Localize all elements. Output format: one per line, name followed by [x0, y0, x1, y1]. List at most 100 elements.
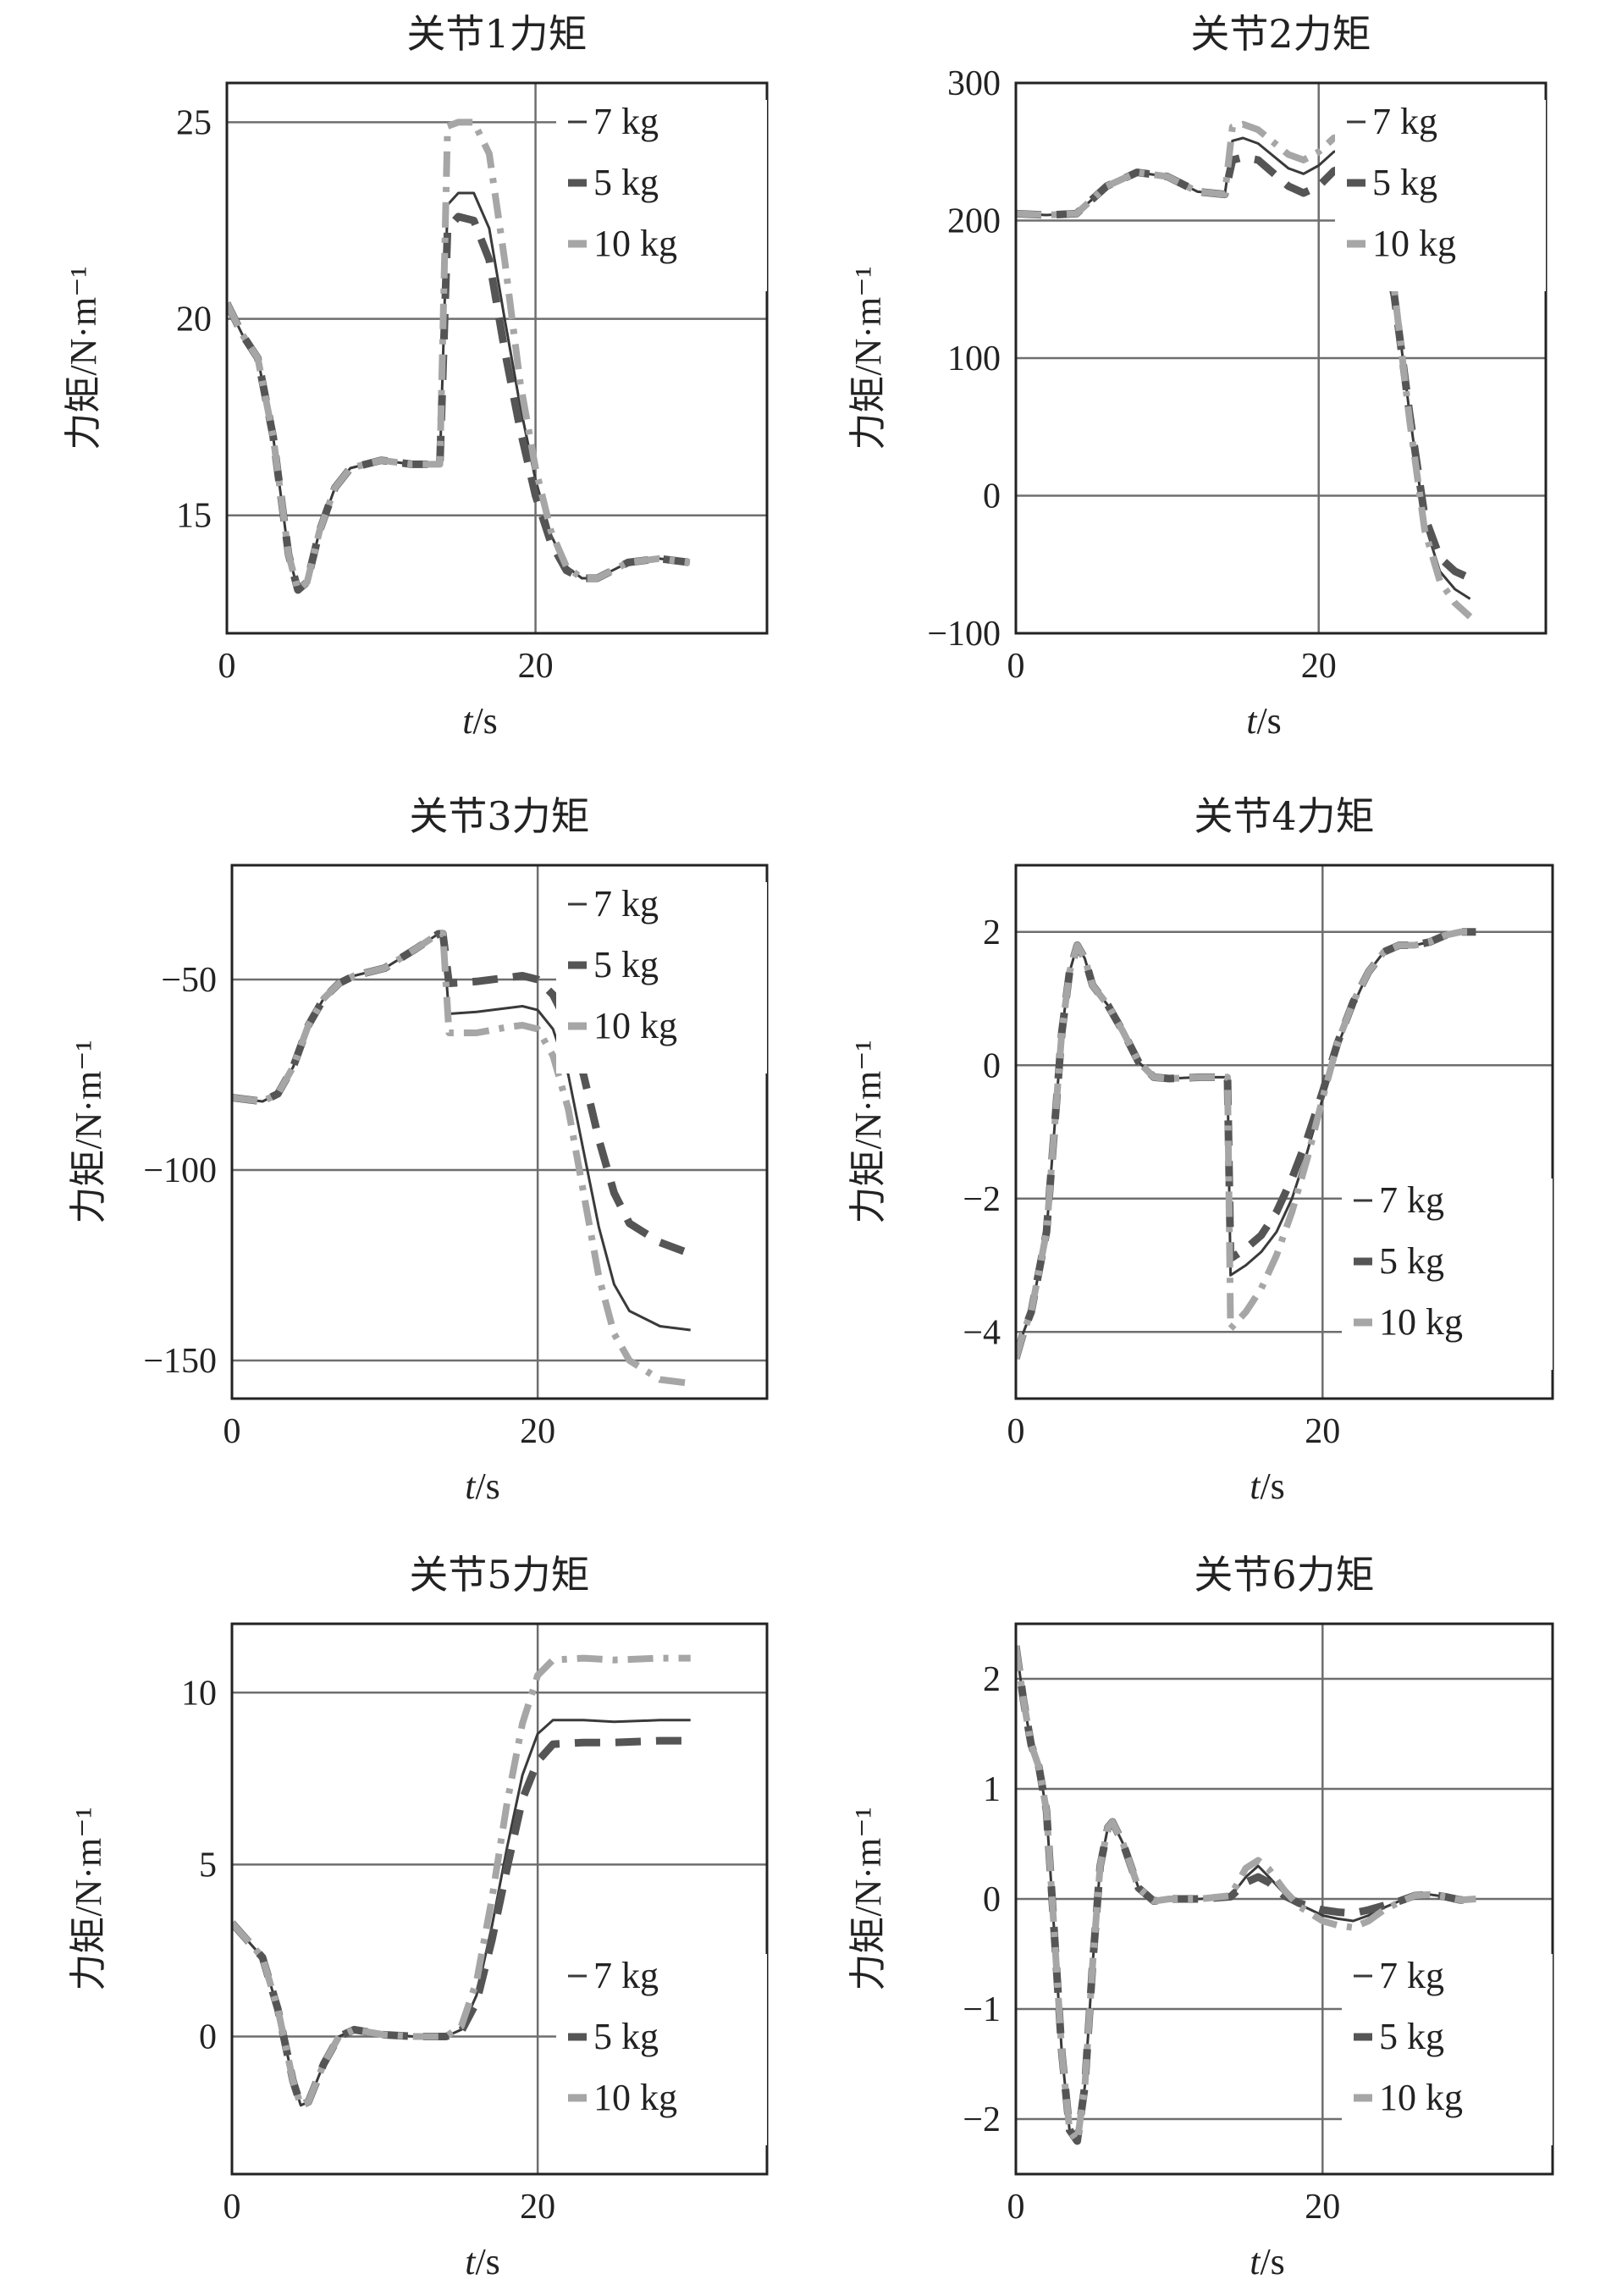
chart-panel-1: 关节1力矩 15 20 25 0 20 t/s 力矩/N·m⁻¹ 7 kg 5 kg 10 kg: [63, 11, 769, 742]
legend-label: 5 kg: [1379, 1240, 1444, 1282]
x-axis-symbol: t: [1250, 2241, 1261, 2282]
y-tick-label: 25: [176, 103, 212, 142]
x-tick-label: 0: [1007, 647, 1025, 686]
legend-label: 5 kg: [593, 944, 659, 985]
chart-title: 关节6力矩: [1194, 1552, 1374, 1598]
y-axis-label: 力矩/N·m⁻¹: [847, 1807, 889, 1990]
x-axis-unit: /s: [1260, 1465, 1284, 1507]
y-tick-label: 10: [181, 1674, 217, 1713]
x-axis-symbol: t: [465, 2241, 477, 2282]
legend-label: 7 kg: [1379, 1955, 1444, 1996]
x-axis-unit: /s: [472, 700, 497, 742]
x-axis-unit: /s: [475, 1465, 499, 1507]
series-line-10kg: [1016, 928, 1476, 1360]
x-tick-label: 0: [1007, 1412, 1025, 1451]
legend-label: 10 kg: [593, 2077, 677, 2118]
series-line-10kg: [227, 119, 691, 593]
x-axis-label: t/s: [465, 2241, 500, 2282]
legend-label: 10 kg: [1379, 1301, 1463, 1343]
x-tick-label: 0: [218, 647, 236, 686]
y-tick-label: 2: [983, 1660, 1001, 1699]
legend-label: 7 kg: [1379, 1179, 1444, 1221]
chart-title: 关节3力矩: [409, 793, 589, 839]
x-tick-label: 20: [1301, 647, 1337, 686]
y-axis-label: 力矩/N·m⁻¹: [68, 1807, 109, 1990]
y-tick-label: 20: [176, 301, 212, 339]
x-axis-unit: /s: [1256, 700, 1281, 742]
x-tick-label: 0: [223, 1412, 241, 1451]
y-tick-label: 200: [947, 202, 1001, 241]
plot-frame: [1014, 1622, 1554, 2176]
legend-label: 7 kg: [593, 101, 659, 142]
legend: 7 kg 5 kg 10 kg: [556, 882, 767, 1073]
x-axis-unit: /s: [475, 2241, 499, 2282]
x-tick-label: 0: [223, 2188, 241, 2227]
chart-title: 关节5力矩: [409, 1552, 589, 1598]
plot-frame: [1014, 864, 1554, 1400]
y-tick-label: 0: [983, 1880, 1001, 1919]
x-tick-label: 20: [520, 2188, 555, 2227]
legend: 7 kg 5 kg 10 kg: [1342, 1954, 1553, 2145]
y-tick-label: −2: [963, 2100, 1001, 2139]
chart-title: 关节1力矩: [406, 11, 587, 57]
legend-label: 5 kg: [1379, 2016, 1444, 2057]
series-line-5kg: [1016, 153, 1472, 582]
y-tick-label: −50: [161, 961, 217, 1000]
legend-label: 5 kg: [1372, 162, 1437, 203]
series-line-10kg: [1016, 120, 1473, 620]
x-tick-label: 20: [518, 647, 554, 686]
chart-title: 关节2力矩: [1190, 11, 1371, 57]
y-tick-label: 300: [947, 64, 1001, 103]
y-tick-label: 1: [983, 1770, 1001, 1809]
legend: 7 kg 5 kg 10 kg: [1342, 1178, 1553, 1370]
x-axis-symbol: t: [465, 1465, 477, 1507]
x-axis-label: t/s: [1246, 700, 1282, 742]
legend-label: 7 kg: [593, 883, 659, 924]
x-tick-label: 20: [520, 1412, 555, 1451]
y-tick-label: 2: [983, 913, 1001, 952]
plot-frame: [230, 1622, 769, 2176]
y-tick-label: −100: [927, 615, 1001, 654]
x-tick-label: 20: [1305, 1412, 1340, 1451]
legend: 7 kg 5 kg 10 kg: [1335, 100, 1546, 291]
legend-label: 10 kg: [593, 223, 677, 264]
legend: 7 kg 5 kg 10 kg: [556, 100, 767, 291]
x-axis-label: t/s: [1250, 1465, 1285, 1507]
legend-label: 7 kg: [593, 1955, 659, 1996]
y-tick-label: 5: [199, 1846, 217, 1885]
y-tick-label: −1: [963, 1990, 1001, 2029]
legend: 7 kg 5 kg 10 kg: [556, 1954, 767, 2145]
y-tick-label: 15: [176, 497, 212, 536]
x-axis-label: t/s: [1250, 2241, 1285, 2282]
legend-label: 5 kg: [593, 2016, 659, 2057]
plot-frame: [1014, 81, 1548, 635]
legend-label: 5 kg: [593, 162, 659, 203]
y-tick-label: 0: [983, 477, 1001, 516]
x-axis-symbol: t: [462, 700, 474, 742]
legend-label: 10 kg: [593, 1005, 677, 1046]
chart-panel-3: 关节3力矩 −150 −100 −50 0 20 t/s 力矩/N·m⁻¹ 7 kg 5 kg 10…: [68, 793, 769, 1507]
y-tick-label: −2: [963, 1180, 1001, 1219]
legend-label: 10 kg: [1379, 2077, 1463, 2118]
y-axis-label: 力矩/N·m⁻¹: [68, 1040, 109, 1223]
y-tick-label: −100: [143, 1151, 217, 1190]
y-tick-label: 100: [947, 339, 1001, 378]
y-tick-label: 0: [983, 1046, 1001, 1085]
x-axis-label: t/s: [465, 1465, 500, 1507]
plot-frame: [230, 864, 769, 1400]
y-tick-label: 0: [199, 2018, 217, 2057]
y-tick-label: −150: [143, 1342, 217, 1381]
x-axis-symbol: t: [1246, 700, 1258, 742]
series-line-5kg: [1016, 1645, 1476, 2145]
y-axis-label: 力矩/N·m⁻¹: [63, 266, 104, 450]
y-axis-label: 力矩/N·m⁻¹: [847, 1040, 889, 1223]
legend-label: 7 kg: [1372, 101, 1437, 142]
x-axis-unit: /s: [1260, 2241, 1284, 2282]
y-tick-label: −4: [963, 1313, 1001, 1352]
y-axis-label: 力矩/N·m⁻¹: [847, 266, 889, 450]
chart-title: 关节4力矩: [1194, 793, 1374, 839]
